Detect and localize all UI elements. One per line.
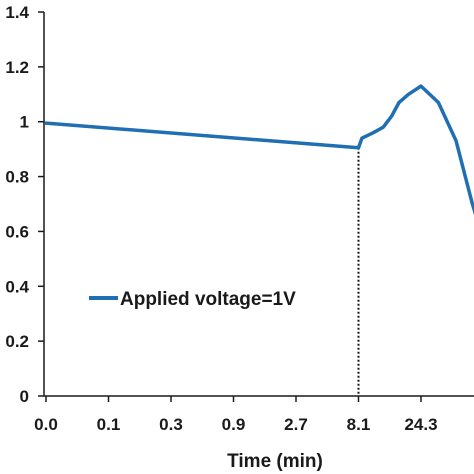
- y-tick-label: 0.6: [5, 222, 29, 241]
- axes: [43, 12, 474, 397]
- x-tick-label: 2.7: [284, 415, 308, 434]
- x-tick-label: 0.1: [97, 415, 121, 434]
- x-tick-label: 0.9: [222, 415, 246, 434]
- legend-label: Applied voltage=1V: [120, 289, 296, 310]
- y-tick-label: 0.4: [5, 277, 29, 296]
- x-tick-label: 0.0: [34, 415, 58, 434]
- x-axis-ticks: 0.00.10.30.92.78.124.37: [34, 396, 438, 434]
- x-axis-title: Time (min): [227, 451, 323, 472]
- legend: Applied voltage=1V: [89, 289, 296, 310]
- x-tick-label: 24.3: [404, 415, 437, 434]
- x-tick-label: 0.3: [159, 415, 183, 434]
- x-tick-label: 8.1: [347, 415, 371, 434]
- y-axis-ticks: 0 0.2 0.4 0.6 0.8 1 1.2 1.4: [5, 3, 44, 406]
- series-group: [44, 84, 474, 216]
- y-tick-label: 0.2: [5, 332, 29, 351]
- y-tick-label: 1.2: [5, 58, 29, 77]
- y-tick-label: 1.4: [5, 3, 29, 22]
- y-tick-label: 0: [20, 387, 29, 406]
- series-line: [44, 84, 474, 216]
- y-tick-label: 0.8: [5, 168, 29, 187]
- y-tick-label: 1: [20, 113, 29, 132]
